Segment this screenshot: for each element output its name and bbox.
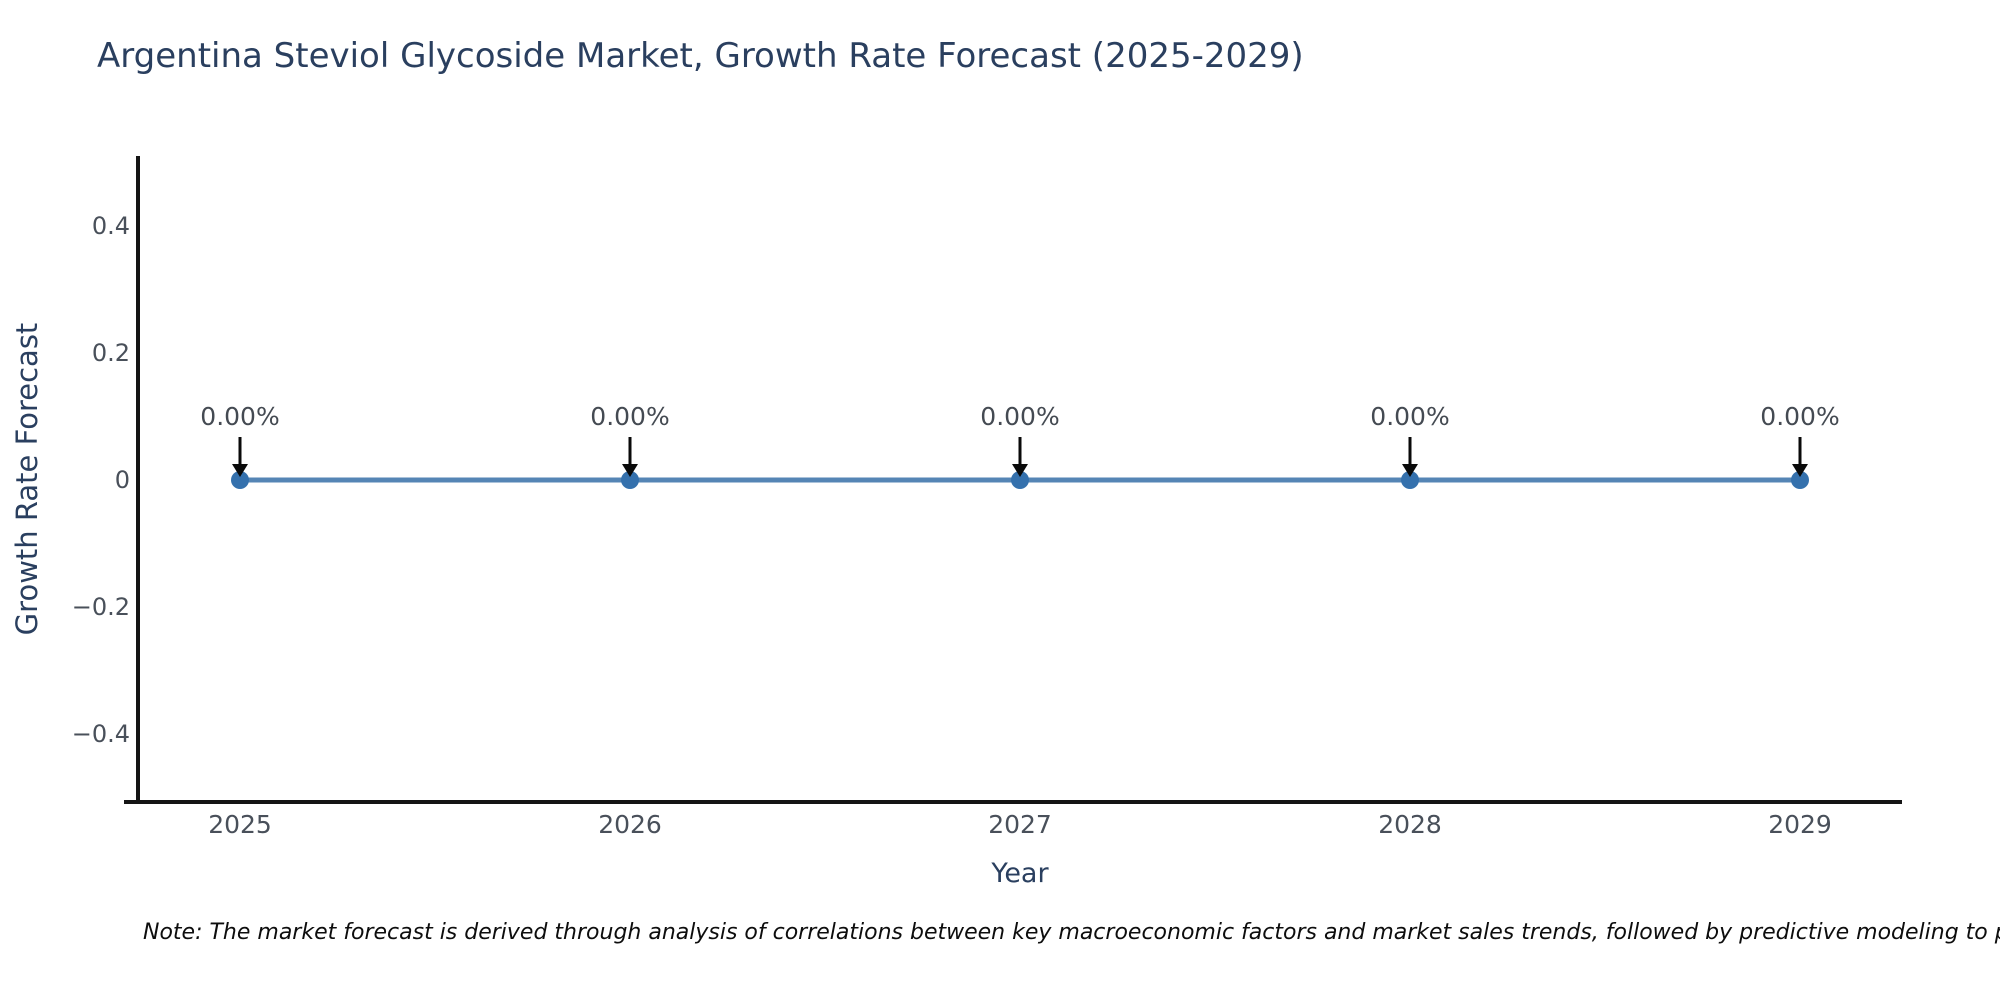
x-tick-label: 2027 xyxy=(988,810,1052,839)
y-axis-line xyxy=(136,156,140,804)
y-tick-label: −0.4 xyxy=(71,720,130,748)
y-tick-label: −0.2 xyxy=(71,593,130,621)
x-tick-label: 2025 xyxy=(208,810,272,839)
x-axis-title: Year xyxy=(991,858,1049,889)
x-tick-label: 2029 xyxy=(1768,810,1832,839)
annotation-arrow-head-icon xyxy=(232,464,248,477)
y-axis-title: Growth Rate Forecast xyxy=(10,322,44,636)
annotation-arrow-stem xyxy=(628,437,632,467)
footnote: Note: The market forecast is derived thr… xyxy=(143,920,2000,945)
annotation-arrow-head-icon xyxy=(1402,464,1418,477)
annotation-arrow-stem xyxy=(238,437,242,467)
annotation-arrow-stem xyxy=(1408,437,1412,467)
x-axis-line xyxy=(124,800,1902,804)
x-tick-label: 2028 xyxy=(1378,810,1442,839)
y-tick-label: 0 xyxy=(114,466,130,494)
y-tick-label: 0.4 xyxy=(91,212,130,240)
chart-title: Argentina Steviol Glycoside Market, Grow… xyxy=(97,36,1304,76)
annotation-arrow-head-icon xyxy=(1012,464,1028,477)
x-tick-label: 2026 xyxy=(598,810,662,839)
annotation-arrow-stem xyxy=(1798,437,1802,467)
point-value-label: 0.00% xyxy=(1760,402,1840,431)
point-value-label: 0.00% xyxy=(200,402,280,431)
point-value-label: 0.00% xyxy=(1370,402,1450,431)
point-value-label: 0.00% xyxy=(980,402,1060,431)
y-tick-label: 0.2 xyxy=(91,339,130,367)
annotation-arrow-head-icon xyxy=(622,464,638,477)
annotation-arrow-stem xyxy=(1018,437,1022,467)
annotation-arrow-head-icon xyxy=(1792,464,1808,477)
point-value-label: 0.00% xyxy=(590,402,670,431)
